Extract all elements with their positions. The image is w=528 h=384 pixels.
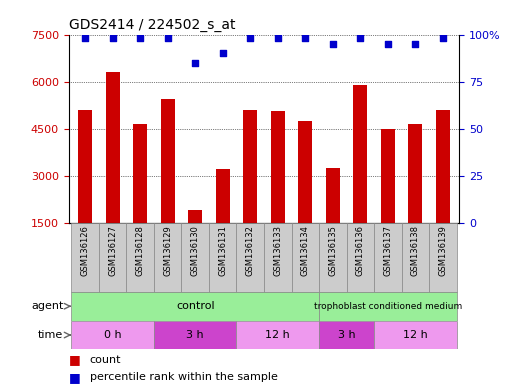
Bar (353, 85, 367, 223)
Bar (237, 223, 264, 292)
Text: percentile rank within the sample: percentile rank within the sample (90, 372, 278, 382)
Point (356, 35, 364, 41)
Point (219, 50, 227, 56)
Bar (216, 169, 230, 223)
Bar (436, 110, 450, 223)
Bar (237, 321, 319, 349)
Bar (381, 129, 395, 223)
Point (328, 41, 337, 47)
Bar (319, 292, 457, 321)
Text: GSM136133: GSM136133 (274, 225, 282, 276)
Text: GSM136130: GSM136130 (191, 225, 200, 276)
Bar (78, 110, 92, 223)
Bar (409, 124, 422, 223)
Text: GSM136135: GSM136135 (328, 225, 337, 276)
Text: 12 h: 12 h (266, 330, 290, 340)
Text: 3 h: 3 h (186, 330, 204, 340)
Text: 3 h: 3 h (338, 330, 355, 340)
Point (411, 41, 420, 47)
Bar (209, 223, 237, 292)
Bar (374, 223, 402, 292)
Text: 12 h: 12 h (403, 330, 428, 340)
Point (384, 41, 392, 47)
Bar (291, 223, 319, 292)
Bar (374, 321, 457, 349)
Text: GSM136138: GSM136138 (411, 225, 420, 276)
Bar (71, 223, 99, 292)
Point (81, 35, 89, 41)
Point (191, 60, 200, 66)
Text: GSM136127: GSM136127 (108, 225, 117, 276)
Bar (161, 99, 175, 223)
Text: trophoblast conditioned medium: trophoblast conditioned medium (314, 302, 462, 311)
Point (136, 35, 144, 41)
Bar (126, 223, 154, 292)
Bar (319, 223, 346, 292)
Bar (243, 110, 257, 223)
Bar (326, 168, 340, 223)
Bar (346, 223, 374, 292)
Text: agent: agent (31, 301, 63, 311)
Text: count: count (90, 355, 121, 365)
Text: GSM136139: GSM136139 (438, 225, 447, 276)
Bar (182, 223, 209, 292)
Bar (271, 111, 285, 223)
Bar (71, 292, 319, 321)
Point (301, 35, 309, 41)
Bar (319, 321, 374, 349)
Text: GSM136131: GSM136131 (218, 225, 227, 276)
Bar (71, 321, 154, 349)
Text: GSM136132: GSM136132 (246, 225, 254, 276)
Bar (298, 121, 312, 223)
Text: GSM136134: GSM136134 (301, 225, 310, 276)
Text: control: control (176, 301, 214, 311)
Point (164, 35, 172, 41)
Text: time: time (38, 330, 63, 340)
Bar (106, 72, 119, 223)
Text: GDS2414 / 224502_s_at: GDS2414 / 224502_s_at (69, 18, 235, 32)
Text: ■: ■ (69, 371, 80, 384)
Bar (402, 223, 429, 292)
Point (274, 35, 282, 41)
Text: GSM136128: GSM136128 (136, 225, 145, 276)
Text: GSM136137: GSM136137 (383, 225, 392, 276)
Point (246, 35, 254, 41)
Bar (429, 223, 457, 292)
Text: 0 h: 0 h (104, 330, 121, 340)
Text: ■: ■ (69, 353, 80, 366)
Bar (154, 321, 237, 349)
Text: GSM136129: GSM136129 (163, 225, 172, 276)
Bar (99, 223, 126, 292)
Bar (154, 223, 182, 292)
Point (108, 35, 117, 41)
Bar (264, 223, 291, 292)
Bar (133, 124, 147, 223)
Text: GSM136126: GSM136126 (81, 225, 90, 276)
Point (439, 35, 447, 41)
Text: GSM136136: GSM136136 (356, 225, 365, 276)
Bar (188, 210, 202, 223)
